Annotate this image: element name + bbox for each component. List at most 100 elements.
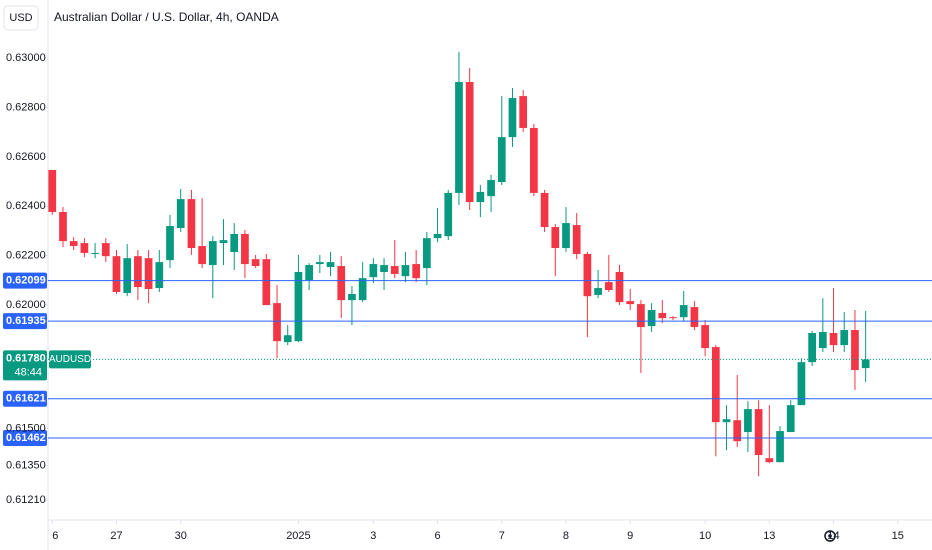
- candle-body: [744, 409, 752, 433]
- candle-body: [669, 317, 677, 319]
- candle-body: [626, 301, 635, 305]
- candle-body: [412, 264, 421, 279]
- x-tick-label: 8: [563, 530, 569, 542]
- candle-body: [401, 265, 410, 277]
- currency-button[interactable]: [3, 5, 39, 31]
- candle-body: [198, 246, 206, 265]
- candle-body: [615, 271, 624, 303]
- symbol-label: AUDUSD: [49, 354, 91, 365]
- candle-body: [637, 304, 645, 328]
- candle-body: [123, 258, 132, 293]
- candle-body: [797, 362, 806, 406]
- x-tick-label: 7: [499, 530, 505, 542]
- candle-body: [101, 243, 110, 257]
- candle-body: [112, 256, 121, 292]
- x-tick-label: 2025: [286, 530, 310, 542]
- candle-body: [59, 211, 67, 242]
- candle-body: [583, 253, 592, 297]
- candle-body: [540, 192, 549, 228]
- x-tick-label: 27: [110, 530, 122, 542]
- candle-body: [829, 332, 838, 346]
- candle-body: [219, 240, 228, 244]
- candle-body: [754, 409, 763, 456]
- candle-body: [69, 241, 78, 247]
- candle-body: [423, 238, 431, 269]
- candle-body: [273, 303, 281, 342]
- x-tick-label: 9: [627, 530, 633, 542]
- chart-title: Australian Dollar / U.S. Dollar, 4h, OAN…: [54, 10, 279, 24]
- candle-body: [348, 293, 356, 301]
- price-label: 0.61462: [6, 432, 46, 444]
- y-tick-label: 0.62600: [6, 151, 46, 163]
- symbol-box: [49, 350, 91, 369]
- current-price-label: 0.61780: [6, 352, 46, 364]
- candle-body: [476, 191, 485, 203]
- candle-body: [851, 330, 859, 371]
- candle-body: [455, 82, 463, 193]
- candle-body: [530, 127, 538, 193]
- candle-body: [337, 266, 346, 301]
- price-label-box: [3, 272, 47, 289]
- y-tick-label: 0.61350: [6, 460, 46, 472]
- countdown: 48:44: [14, 366, 42, 378]
- candle-body: [508, 98, 517, 138]
- candle-body: [305, 265, 313, 281]
- candle-body: [444, 192, 453, 237]
- y-tick-label: 0.62400: [6, 200, 46, 212]
- candle-body: [230, 233, 239, 252]
- candle-body: [701, 325, 709, 349]
- y-tick-label: 0.62200: [6, 250, 46, 262]
- candle-body: [208, 241, 217, 266]
- candle-body: [786, 405, 795, 433]
- candle-body: [808, 332, 816, 363]
- candle-body: [283, 335, 292, 343]
- price-label: 0.61621: [6, 393, 46, 405]
- candle-body: [326, 262, 335, 268]
- candle-body: [487, 180, 495, 197]
- candle-body: [497, 137, 506, 183]
- candle-body: [604, 282, 613, 291]
- price-label-box: [3, 313, 47, 330]
- candle-body: [658, 312, 667, 319]
- candle-body: [80, 243, 89, 253]
- candle-body: [48, 169, 57, 212]
- x-tick-label: 30: [175, 530, 187, 542]
- candle-body: [679, 305, 688, 318]
- y-tick-label: 0.62000: [6, 299, 46, 311]
- candle-body: [776, 431, 784, 463]
- candle-body: [433, 233, 442, 239]
- candle-body: [251, 259, 260, 267]
- candle-body: [722, 419, 731, 423]
- settings-icon[interactable]: [824, 530, 836, 542]
- candle-body: [519, 96, 528, 128]
- candle-body: [369, 264, 378, 278]
- currency: USD: [9, 12, 32, 24]
- x-tick-label: 10: [699, 530, 711, 542]
- candle-body: [358, 278, 367, 301]
- x-tick-label: 6: [52, 530, 58, 542]
- x-tick-label: 13: [763, 530, 775, 542]
- candle-body: [647, 310, 656, 327]
- candle-body: [134, 256, 142, 288]
- current-price-box: [3, 350, 47, 381]
- candle-body: [562, 223, 570, 249]
- candle-body: [594, 288, 602, 295]
- y-tick-label: 0.61500: [6, 423, 46, 435]
- y-tick-label: 0.63000: [6, 52, 46, 64]
- candle-body: [572, 225, 581, 254]
- candle-body: [733, 420, 742, 442]
- y-tick-label: 0.61210: [6, 494, 46, 506]
- x-tick-label: 15: [892, 530, 904, 542]
- candle-body: [176, 199, 185, 229]
- candle-body: [294, 271, 303, 342]
- candle-body: [840, 330, 849, 346]
- plot: [48, 51, 870, 477]
- candle-body: [166, 226, 174, 261]
- y-tick-label: 0.62800: [6, 101, 46, 113]
- candle-body: [155, 262, 164, 289]
- x-tick-label: 6: [434, 530, 440, 542]
- candle-body: [241, 233, 249, 265]
- candle-body: [861, 359, 870, 369]
- candle-body: [690, 307, 699, 328]
